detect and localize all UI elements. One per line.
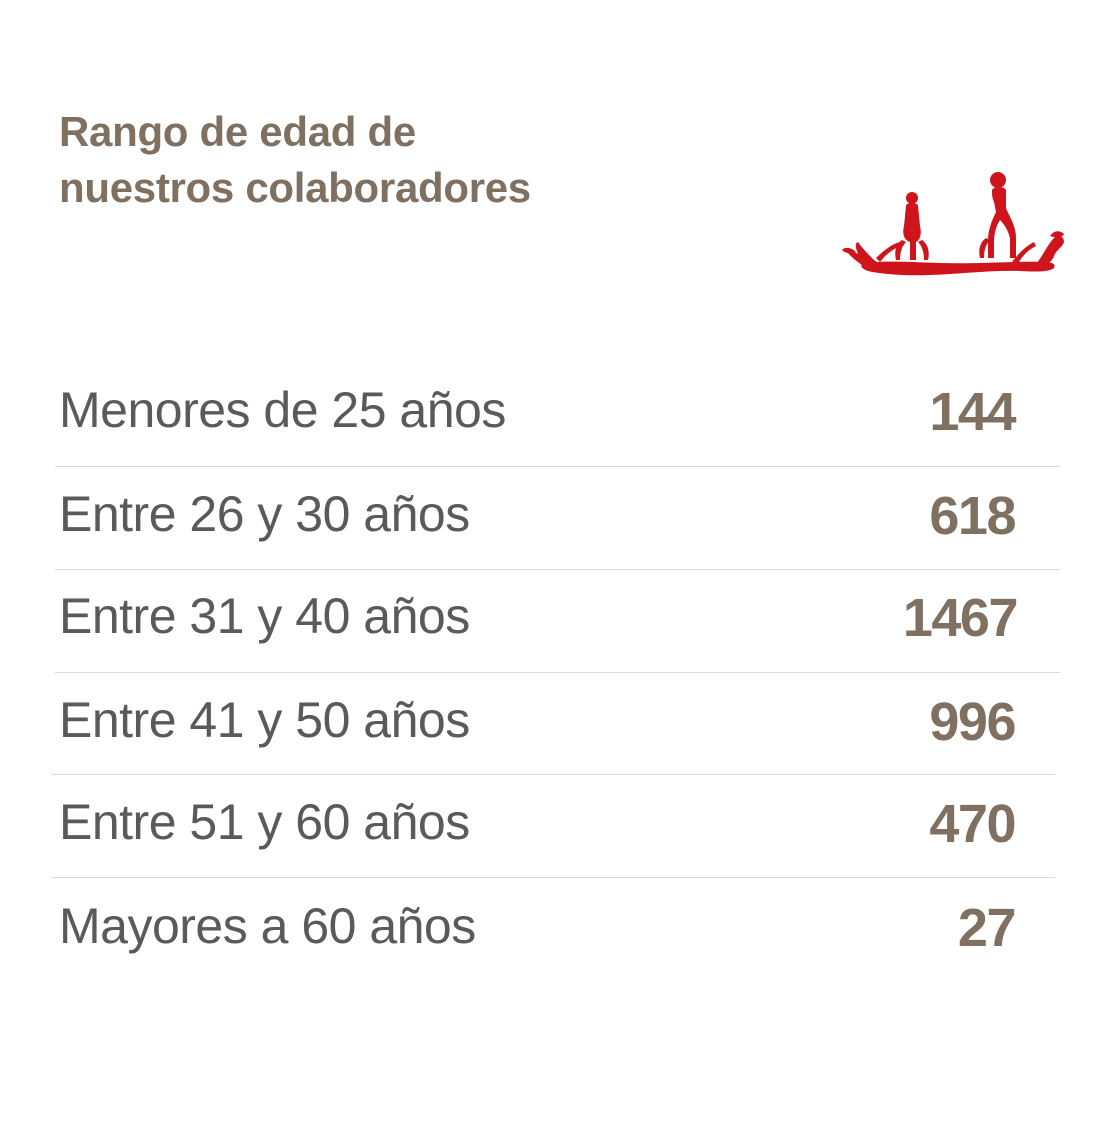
row-value: 618 bbox=[929, 486, 1016, 546]
row-divider bbox=[55, 569, 1060, 570]
row-label: Entre 26 y 30 años bbox=[59, 486, 470, 542]
row-value: 1467 bbox=[902, 588, 1019, 648]
table-row: Entre 41 y 50 años 996 bbox=[0, 670, 1115, 770]
row-value: 144 bbox=[929, 382, 1016, 442]
table-row: Entre 51 y 60 años 470 bbox=[0, 772, 1115, 872]
row-label: Mayores a 60 años bbox=[59, 898, 476, 954]
page-title: Rango de edad de nuestros colaboradores bbox=[59, 104, 531, 216]
boat-with-figures-icon bbox=[842, 172, 1064, 276]
row-divider bbox=[51, 877, 1055, 878]
row-divider bbox=[55, 466, 1060, 467]
row-label: Entre 31 y 40 años bbox=[59, 588, 470, 644]
row-divider bbox=[51, 774, 1055, 775]
row-label: Menores de 25 años bbox=[59, 382, 506, 438]
table-row: Menores de 25 años 144 bbox=[0, 360, 1115, 460]
row-value: 27 bbox=[957, 898, 1017, 958]
row-label: Entre 41 y 50 años bbox=[59, 692, 470, 748]
title-line-1: Rango de edad de bbox=[59, 108, 416, 155]
table-row: Mayores a 60 años 27 bbox=[0, 876, 1115, 976]
row-value: 470 bbox=[929, 794, 1016, 854]
row-label: Entre 51 y 60 años bbox=[59, 794, 470, 850]
row-value: 996 bbox=[929, 692, 1016, 752]
table-row: Entre 26 y 30 años 618 bbox=[0, 464, 1115, 564]
row-divider bbox=[55, 672, 1060, 673]
title-line-2: nuestros colaboradores bbox=[59, 164, 531, 211]
table-row: Entre 31 y 40 años 1467 bbox=[0, 566, 1115, 666]
